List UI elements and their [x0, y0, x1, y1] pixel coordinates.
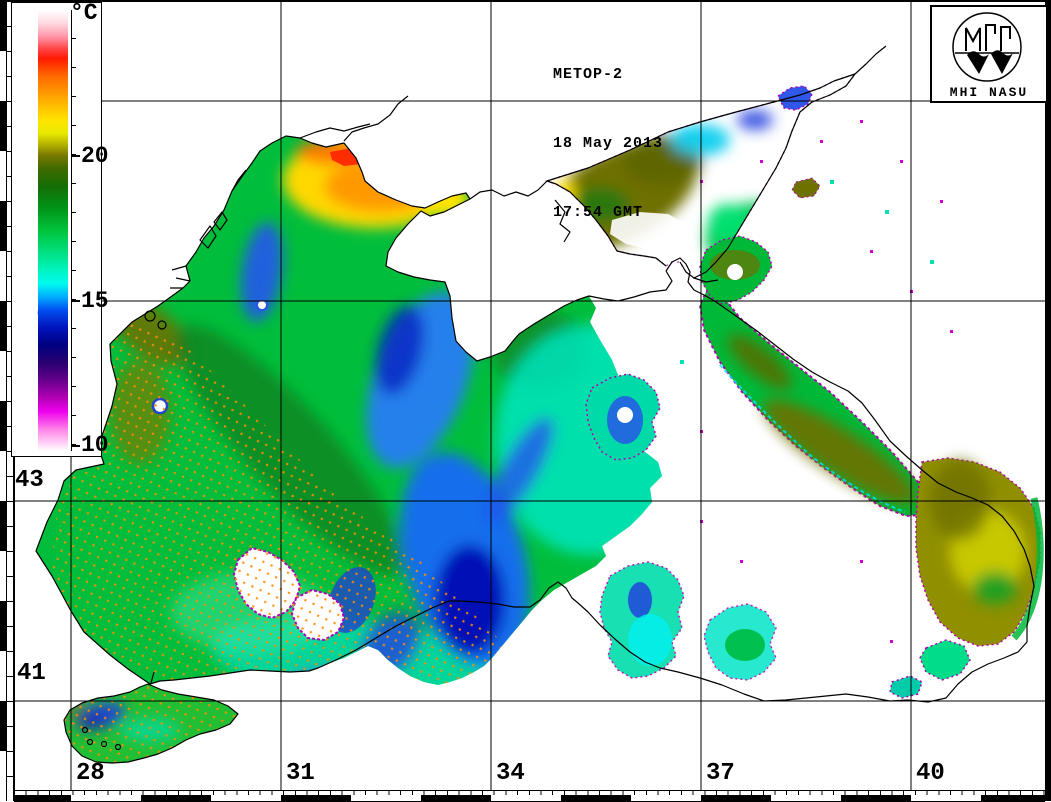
logo-caption: MHI NASU — [949, 85, 1029, 100]
header-date: 18 May 2013 — [553, 135, 664, 152]
colorbar-axis — [71, 10, 72, 451]
longitude-ruler — [14, 790, 1045, 802]
sst-scattered-patches — [585, 85, 953, 681]
colorbar-tick-15 — [72, 300, 80, 302]
lon-label-37: 37 — [706, 760, 735, 787]
lon-label-34: 34 — [496, 760, 525, 787]
coastlines — [35, 45, 1035, 764]
mhi-nasu-logo-icon — [952, 12, 1022, 82]
sst-colorbar: Sea Surface Temperature 20 15 10 °C — [11, 0, 109, 457]
colorbar-label-20: 20 — [81, 143, 109, 169]
colorbar-tick-10 — [72, 445, 80, 447]
lon-label-40: 40 — [916, 760, 945, 787]
latitude-ruler-blocks — [0, 0, 7, 801]
colorbar-gradient — [38, 10, 68, 451]
lat-label-41: 41 — [17, 660, 46, 687]
colorbar-minor-ticks — [72, 10, 76, 451]
colorbar-tick-20 — [72, 155, 80, 157]
sst-marmara — [64, 684, 238, 763]
logo-box: MHI NASU — [930, 5, 1048, 103]
lon-label-31: 31 — [286, 760, 315, 787]
colorbar-unit: °C — [70, 0, 98, 26]
lon-label-28: 28 — [76, 760, 105, 787]
image-header: METOP-2 18 May 2013 17:54 GMT — [553, 17, 663, 247]
frame-top-border — [0, 0, 1051, 2]
header-time: 17:54 GMT — [553, 204, 644, 221]
colorbar-label-15: 15 — [81, 288, 109, 314]
colorbar-label-10: 10 — [81, 432, 109, 458]
header-satellite: METOP-2 — [553, 66, 624, 83]
sst-georgia-swirl — [889, 457, 1044, 699]
sst-caucasus-band — [698, 235, 940, 518]
lat-label-43: 43 — [15, 467, 44, 494]
frame-right-border — [1045, 0, 1051, 801]
